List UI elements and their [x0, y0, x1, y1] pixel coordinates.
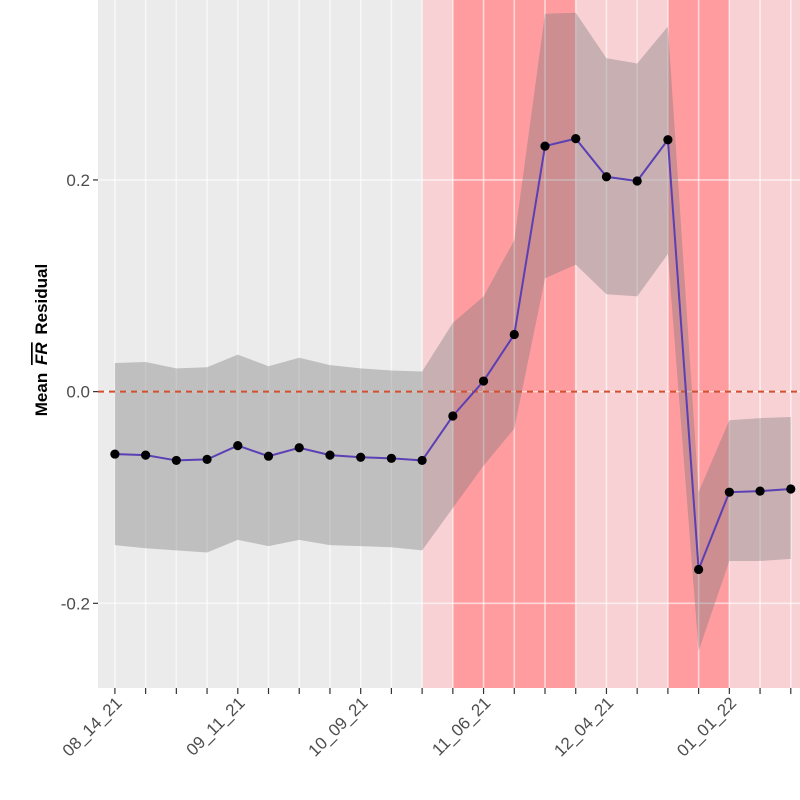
data-point-12: [478, 376, 489, 386]
x-tick-label-1: 09_11_21: [183, 693, 249, 759]
data-point-1: [141, 450, 151, 460]
y-tick-label-0: -0.2: [61, 594, 90, 613]
data-point-13: [509, 329, 519, 340]
data-point-2: [171, 455, 181, 466]
x-tick-label-4: 12_04_21: [550, 693, 617, 760]
x-tick-label-5: 01_01_22: [673, 693, 740, 760]
data-point-10: [417, 455, 427, 466]
x-tick-label-2: 10_09_21: [305, 693, 372, 760]
y-axis-label-suffix: Residual: [32, 264, 51, 335]
y-tick-label-1: 0.0: [66, 383, 90, 402]
data-point-21: [755, 486, 765, 496]
data-point-14: [540, 141, 550, 151]
data-point-6: [294, 443, 304, 453]
x-tick-label-0: 08_14_21: [59, 693, 126, 760]
confidence-band: [114, 12, 791, 651]
data-point-22: [786, 484, 796, 494]
grid-lines: [98, 0, 800, 688]
data-point-11: [448, 411, 458, 421]
data-point-4: [233, 441, 243, 451]
data-point-20: [724, 487, 734, 497]
data-point-0: [110, 449, 120, 459]
y-tick-label-2: 0.2: [66, 171, 90, 190]
data-point-7: [325, 450, 335, 460]
y-axis-label-main: Mean: [32, 373, 51, 416]
data-point-18: [663, 135, 673, 145]
y-axis-label: Mean FR Residual: [32, 264, 51, 416]
data-point-15: [571, 134, 581, 144]
data-point-5: [263, 451, 274, 461]
data-point-8: [356, 452, 366, 462]
data-point-16: [601, 172, 612, 182]
data-point-19: [694, 564, 704, 575]
panel-layer: [98, 0, 800, 688]
data-point-9: [386, 453, 396, 463]
data-point-3: [202, 454, 212, 464]
data-point-17: [632, 176, 642, 186]
x-tick-label-3: 11_06_21: [428, 693, 494, 759]
y-axis-label-symbol: FR: [32, 342, 51, 365]
